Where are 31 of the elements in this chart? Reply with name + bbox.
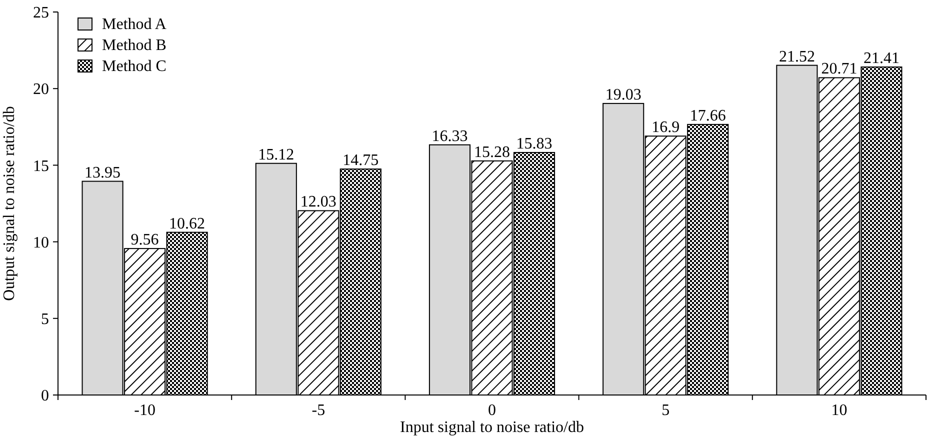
y-tick-label: 20	[33, 81, 49, 98]
data-label: 15.28	[474, 144, 510, 161]
data-label: 20.71	[821, 60, 858, 78]
data-label: 14.75	[342, 152, 379, 170]
y-tick-label: 0	[41, 388, 49, 405]
x-tick-label: 5	[662, 402, 670, 419]
y-tick-label: 25	[33, 4, 49, 22]
data-label: 21.52	[778, 48, 815, 66]
data-label: 12.03	[300, 194, 336, 211]
data-label: 16.33	[432, 128, 468, 145]
data-label: 21.41	[863, 50, 900, 67]
x-tick-label: 0	[488, 402, 496, 419]
data-label: 10.62	[169, 215, 206, 232]
y-tick-label: 10	[33, 234, 49, 252]
data-label: 19.03	[605, 86, 642, 104]
legend-label: Method C	[102, 58, 166, 75]
legend-label: Method B	[102, 37, 166, 54]
data-label: 15.83	[516, 135, 552, 152]
x-tick-label: -10	[134, 402, 156, 419]
data-label: 9.56	[130, 232, 159, 249]
y-tick-label: 15	[33, 158, 49, 175]
data-label: 15.12	[258, 146, 294, 164]
x-axis-title: Input signal to noise ratio/db	[400, 419, 584, 436]
data-label: 17.66	[690, 107, 726, 124]
data-label: 16.9	[652, 119, 680, 136]
y-tick-label: 5	[41, 311, 49, 328]
x-tick-label: -5	[312, 402, 326, 419]
data-label: 13.95	[84, 164, 121, 182]
x-tick-label: 10	[831, 402, 848, 419]
legend-label: Method A	[102, 16, 167, 33]
y-axis-title: Output signal to noise ratio/db	[1, 106, 18, 301]
